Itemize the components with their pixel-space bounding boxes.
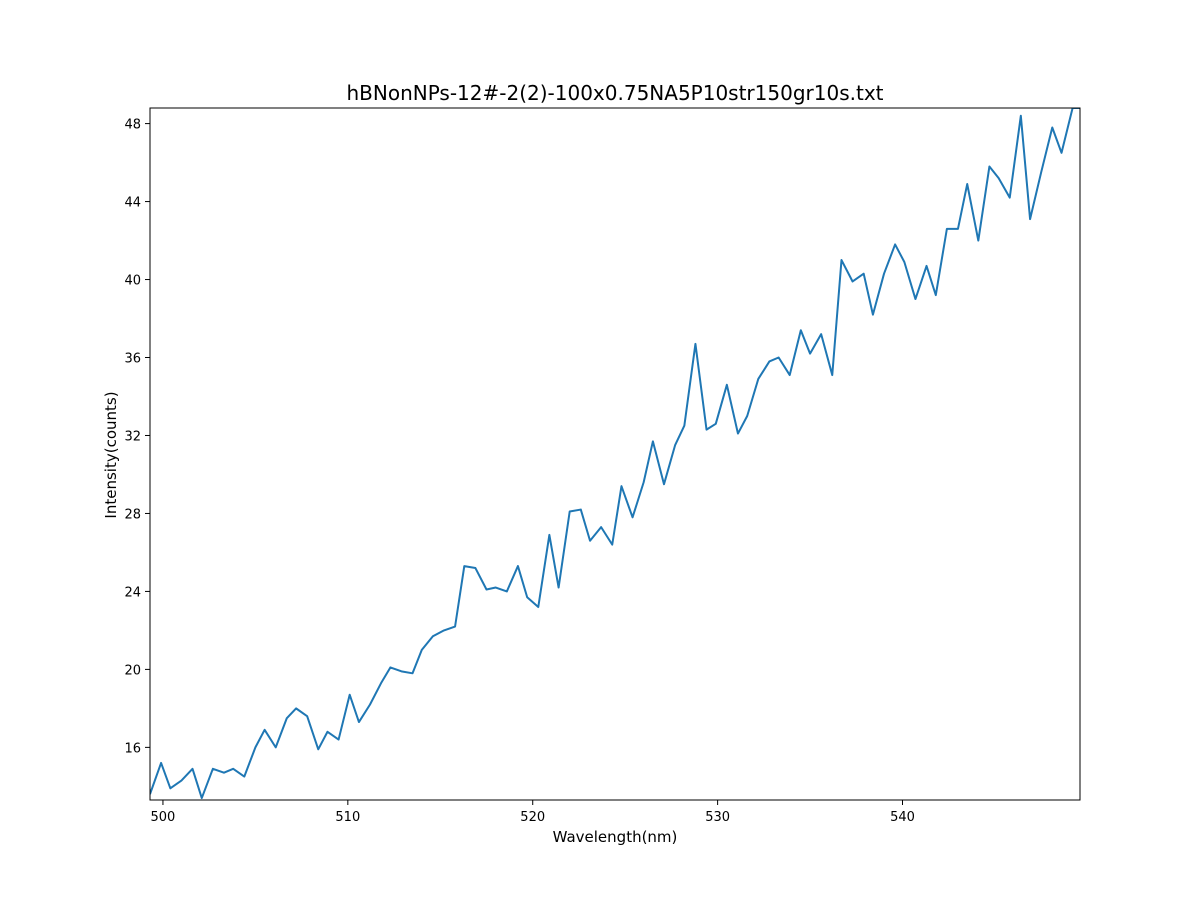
x-tick-label: 540 bbox=[890, 810, 915, 825]
series-line-0 bbox=[150, 108, 1080, 800]
x-tick-label: 510 bbox=[335, 810, 360, 825]
x-axis-label: Wavelength(nm) bbox=[553, 828, 678, 846]
x-axis-ticks: 500 510 520 530 540 bbox=[151, 800, 915, 825]
y-axis-label: Intensity(counts) bbox=[102, 391, 120, 518]
y-tick-label: 24 bbox=[124, 585, 141, 600]
y-tick-label: 16 bbox=[124, 741, 141, 756]
y-tick-label: 44 bbox=[124, 196, 141, 211]
y-tick-label: 40 bbox=[124, 274, 141, 289]
x-tick-label: 500 bbox=[151, 810, 176, 825]
y-tick-label: 48 bbox=[124, 118, 141, 133]
y-tick-label: 36 bbox=[124, 352, 141, 367]
x-tick-label: 520 bbox=[520, 810, 545, 825]
plot-area bbox=[149, 107, 1081, 801]
chart-title: hBNonNPs-12#-2(2)-100x0.75NA5P10str150gr… bbox=[346, 81, 883, 105]
y-axis-ticks: 16 20 24 28 32 36 40 44 48 bbox=[124, 118, 150, 756]
y-tick-label: 20 bbox=[124, 663, 141, 678]
axes-frame bbox=[149, 107, 1081, 801]
y-tick-label: 28 bbox=[124, 507, 141, 522]
y-tick-label: 32 bbox=[124, 429, 141, 444]
x-tick-label: 530 bbox=[705, 810, 730, 825]
